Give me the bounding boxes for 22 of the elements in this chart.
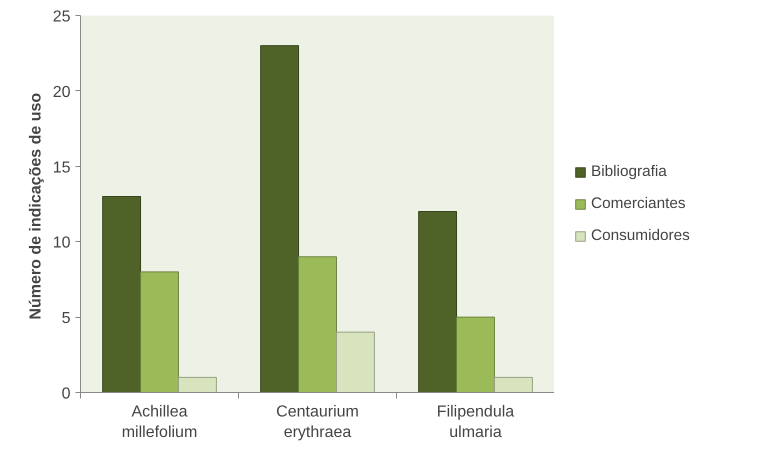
y-axis-title: Número de indicações de uso [28, 92, 45, 320]
bar [298, 256, 337, 392]
x-tick-label: Filipendula ulmaria [436, 404, 514, 441]
y-tick-label: 5 [62, 310, 71, 328]
y-tick-label: 25 [52, 8, 71, 26]
bar [418, 211, 458, 392]
y-tick-label: 0 [62, 386, 71, 402]
bar [456, 316, 495, 392]
y-tick-label: 20 [52, 84, 71, 101]
bar [140, 271, 179, 392]
bar [102, 196, 142, 392]
y-tick-label: 15 [52, 159, 71, 176]
y-tick-label: 10 [52, 234, 71, 252]
x-tick-label: Centaurium erythraea [276, 404, 359, 441]
bar [336, 332, 375, 392]
bar [260, 45, 300, 392]
legend-label: Comerciantes [591, 194, 686, 212]
bar [178, 376, 217, 392]
legend-label: Consumidores [591, 226, 690, 244]
bar [494, 376, 533, 392]
x-tick-label: Achillea millefolium [122, 404, 198, 441]
legend-label: Bibliografia [591, 162, 667, 180]
